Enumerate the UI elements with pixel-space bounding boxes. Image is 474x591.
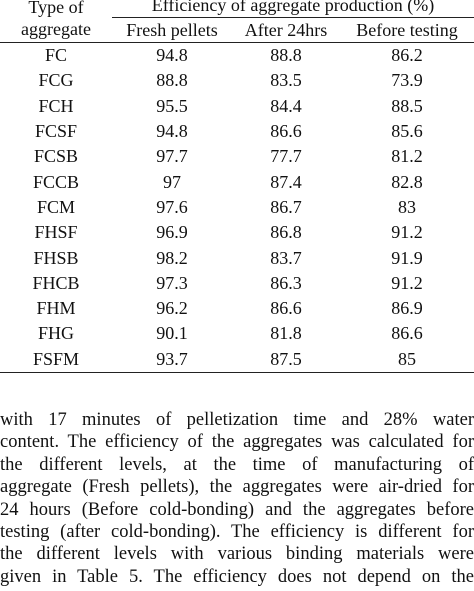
cell-before: 86.9 xyxy=(391,298,423,319)
cell-after: 86.6 xyxy=(270,121,302,142)
table-row: FCM 97.6 86.7 83 xyxy=(0,195,474,220)
cell-fresh: 88.8 xyxy=(156,70,188,91)
cell-type: FCM xyxy=(36,196,76,217)
cell-before: 86.6 xyxy=(391,323,423,344)
cell-type: FHSB xyxy=(33,247,79,268)
column-header-before: Before testing xyxy=(340,17,474,43)
column-header-after: After 24hrs xyxy=(232,17,340,43)
cell-fresh: 96.2 xyxy=(156,298,188,319)
cell-type: FCSF xyxy=(34,121,78,142)
cell-fresh: 97.6 xyxy=(156,196,188,217)
cell-fresh: 94.8 xyxy=(156,121,188,142)
efficiency-table: Type of aggregate Efficiency of aggregat… xyxy=(0,0,474,373)
cell-after: 86.8 xyxy=(270,222,302,243)
table-row: FCSF 94.8 86.6 85.6 xyxy=(0,119,474,144)
cell-type: FCG xyxy=(38,70,74,91)
cell-before: 85.6 xyxy=(391,121,423,142)
cell-before: 73.9 xyxy=(391,70,423,91)
table-header: Type of aggregate Efficiency of aggregat… xyxy=(0,0,474,43)
table-row: FHM 96.2 86.6 86.9 xyxy=(0,296,474,321)
cell-after: 87.5 xyxy=(232,346,340,373)
cell-after: 86.7 xyxy=(270,196,302,217)
text-line: content. The efficiency of the aggregate… xyxy=(0,432,474,453)
text-line: with 17 minutes of pelletization time an… xyxy=(0,410,474,430)
cell-fresh: 97 xyxy=(163,171,181,192)
column-group-header: Efficiency of aggregate production (%) xyxy=(112,0,474,18)
cell-after: 84.4 xyxy=(270,95,302,116)
cell-type: FCH xyxy=(38,95,74,116)
cell-after: 83.5 xyxy=(270,70,302,91)
cell-after: 77.7 xyxy=(270,146,302,167)
cell-after: 86.3 xyxy=(270,272,302,293)
cell-fresh: 95.5 xyxy=(156,95,188,116)
table-row: FCG 88.8 83.5 73.9 xyxy=(0,68,474,93)
cell-before: 85 xyxy=(340,346,474,373)
cell-before: 82.8 xyxy=(391,171,423,192)
cell-fresh: 90.1 xyxy=(156,323,188,344)
text-line: given in Table 5. The efficiency does no… xyxy=(0,566,474,587)
cell-after: 86.6 xyxy=(270,298,302,319)
text-line: the different levels, at the time of man… xyxy=(0,454,474,475)
cell-after: 81.8 xyxy=(270,323,302,344)
table-row: FCH 95.5 84.4 88.5 xyxy=(0,94,474,119)
text-line: testing (after cold-bonding). The effici… xyxy=(0,522,474,543)
cell-before: 91.2 xyxy=(391,222,423,243)
cell-fresh: 98.2 xyxy=(156,247,188,268)
cell-type: FHG xyxy=(37,323,74,344)
cell-type: FHCB xyxy=(32,272,80,293)
column-header-type-line1: Type of xyxy=(28,0,84,17)
cell-after: 83.7 xyxy=(270,247,302,268)
cell-before: 81.2 xyxy=(391,146,423,167)
table-header-row-2: Fresh pellets After 24hrs Before testing xyxy=(0,17,474,43)
body-paragraph: with 17 minutes of pelletization time an… xyxy=(0,409,474,588)
table-row: FHCB 97.3 86.3 91.2 xyxy=(0,271,474,296)
table-header-row-1: Type of aggregate Efficiency of aggregat… xyxy=(0,0,474,43)
cell-before: 83 xyxy=(398,196,416,217)
cell-before: 86.2 xyxy=(391,45,423,66)
cell-type: FCCB xyxy=(32,171,80,192)
text-line: 24 hours (Before cold-bonding) and the a… xyxy=(0,499,474,520)
cell-type: FSFM xyxy=(0,346,112,373)
cell-type: FHSF xyxy=(34,222,78,243)
cell-type: FC xyxy=(44,45,68,66)
cell-fresh: 93.7 xyxy=(112,346,232,373)
table-body: FC 94.8 88.8 86.2 FCG 88.8 83.5 73.9 FCH 95.5 84.4… xyxy=(0,43,474,373)
cell-fresh: 97.7 xyxy=(156,146,188,167)
cell-before: 88.5 xyxy=(391,95,423,116)
cell-after: 87.4 xyxy=(270,171,302,192)
text-line: the different levels with various bindin… xyxy=(0,544,474,565)
cell-before: 91.9 xyxy=(391,247,423,268)
cell-type: FCSB xyxy=(33,146,79,167)
cell-type: FHM xyxy=(36,298,76,319)
cell-before: 91.2 xyxy=(391,272,423,293)
cell-fresh: 96.9 xyxy=(156,222,188,243)
cell-fresh: 97.3 xyxy=(156,272,188,293)
cell-after: 88.8 xyxy=(270,45,302,66)
table-row: FHSF 96.9 86.8 91.2 xyxy=(0,220,474,245)
table-row: FCSB 97.7 77.7 81.2 xyxy=(0,144,474,169)
table-row: FHSB 98.2 83.7 91.9 xyxy=(0,245,474,270)
column-header-type-line2: aggregate xyxy=(21,18,91,39)
column-header-type: Type of aggregate xyxy=(0,0,112,43)
text-line: aggregate (Fresh pellets), the aggregate… xyxy=(0,477,474,498)
table-row: FHG 90.1 81.8 86.6 xyxy=(0,321,474,346)
table-row: FSFM 93.7 87.5 85 xyxy=(0,346,474,373)
cell-fresh: 94.8 xyxy=(156,45,188,66)
column-header-fresh: Fresh pellets xyxy=(112,17,232,43)
table-row: FCCB 97 87.4 82.8 xyxy=(0,169,474,194)
table-row: FC 94.8 88.8 86.2 xyxy=(0,43,474,69)
